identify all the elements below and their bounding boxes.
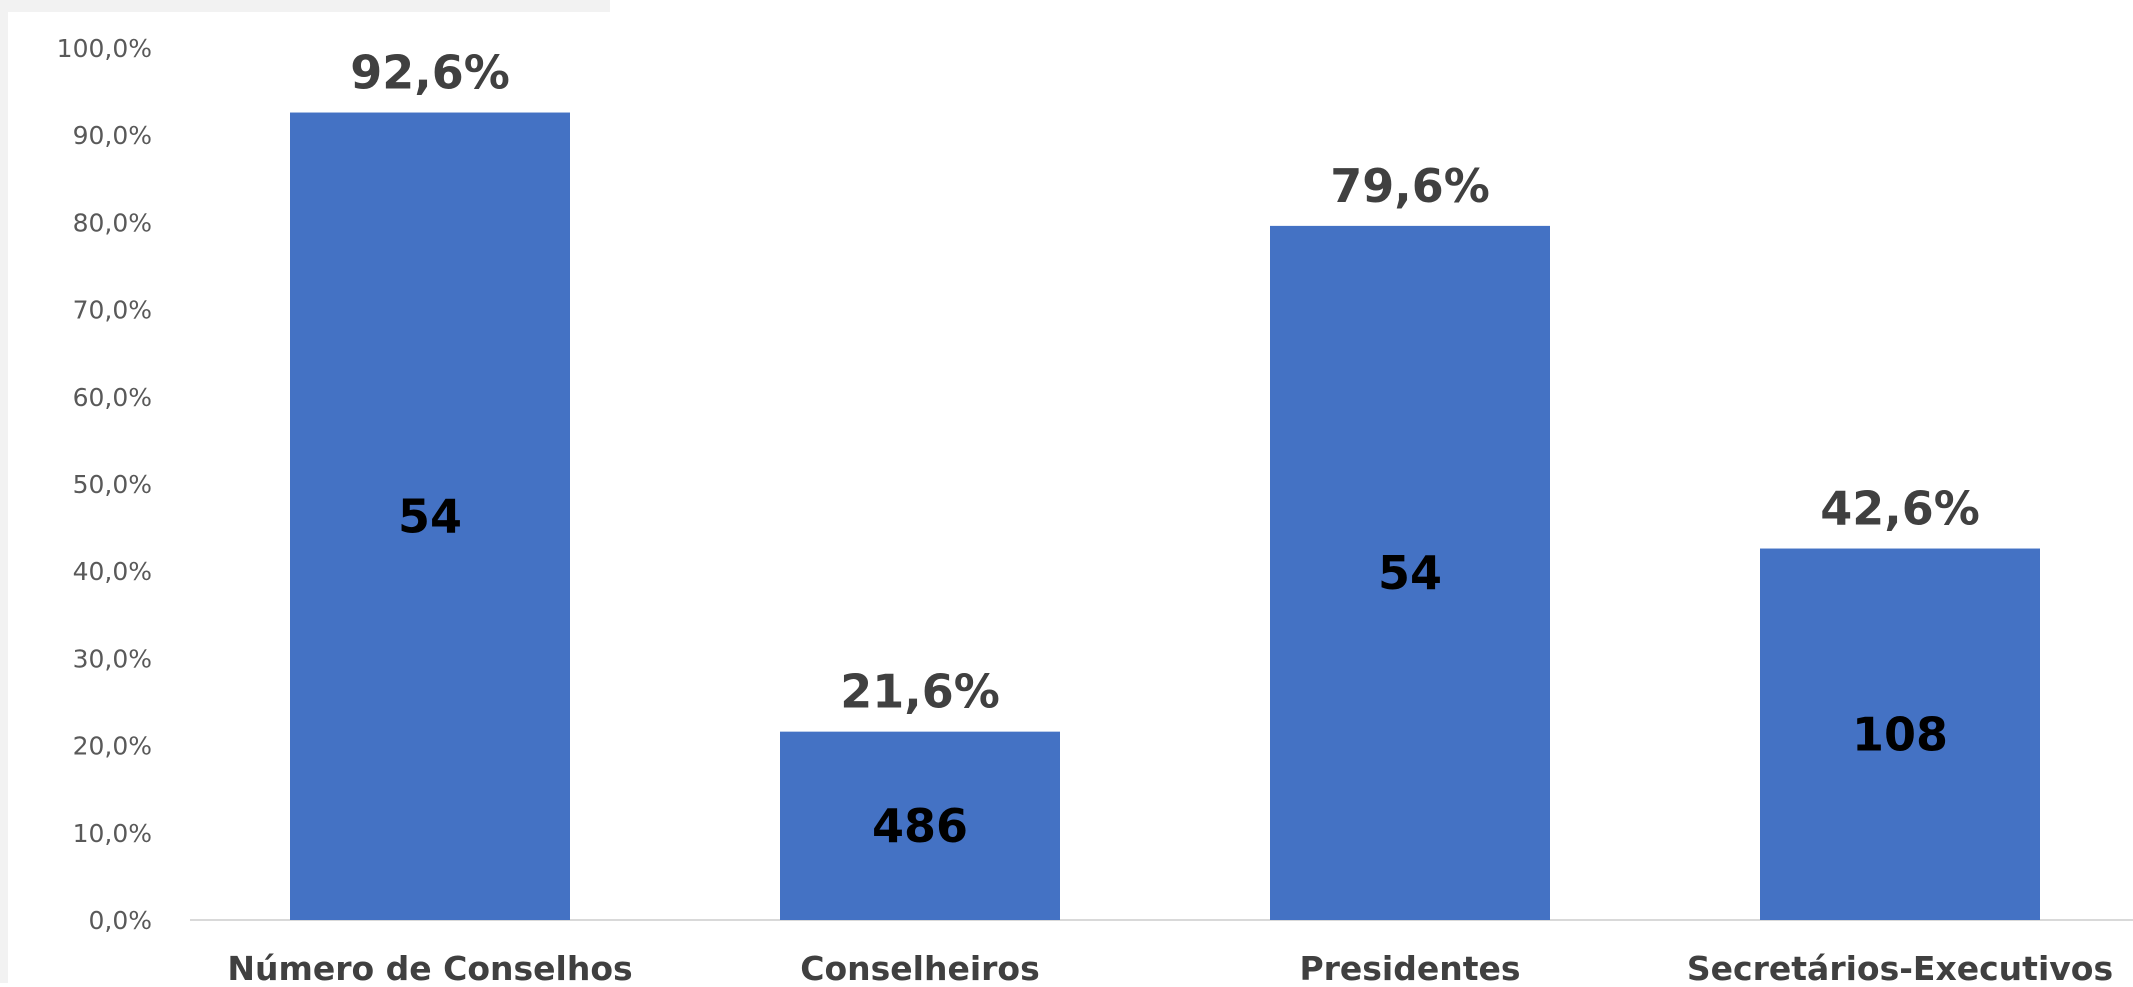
x-category-label: Número de Conselhos — [227, 949, 632, 983]
y-tick-label: 60,0% — [73, 383, 152, 412]
x-category-label: Secretários-Executivos — [1687, 949, 2113, 983]
y-tick-label: 20,0% — [73, 732, 152, 761]
bar-value-label: 21,6% — [840, 665, 1000, 719]
labels-group: 92,6% 54 Número de Conselhos 21,6% 486 Consel… — [227, 46, 2113, 987]
y-tick-label: 0,0% — [88, 906, 152, 935]
bar-value-label: 42,6% — [1820, 482, 1980, 536]
y-tick-label: 70,0% — [73, 296, 152, 325]
bar — [1270, 225, 1550, 920]
bar — [290, 112, 570, 920]
axes-group: 0,0% 10,0% 20,0% 30,0% 40,0% 50,0% 60,0% 70,0% 8… — [57, 34, 2133, 935]
y-tick-label: 40,0% — [73, 557, 152, 586]
bar-value-label: 92,6% — [350, 46, 510, 100]
bars-group — [290, 112, 2040, 920]
y-tick-label: 50,0% — [73, 470, 152, 499]
y-tick-label: 90,0% — [73, 121, 152, 150]
y-tick-label: 100,0% — [57, 34, 152, 63]
bar — [780, 731, 1060, 920]
x-category-label: Conselheiros — [800, 949, 1040, 983]
y-tick-label: 10,0% — [73, 819, 152, 848]
bar-count-label: 486 — [872, 799, 968, 853]
x-category-label: Presidentes — [1299, 949, 1520, 983]
top-border-strip — [0, 0, 610, 12]
bar-count-label: 108 — [1852, 707, 1948, 761]
y-tick-label: 30,0% — [73, 644, 152, 673]
bar-value-label: 79,6% — [1330, 159, 1490, 213]
bar-count-label: 54 — [398, 489, 462, 543]
left-border-strip — [0, 0, 8, 983]
bar-count-label: 54 — [1378, 546, 1442, 600]
y-tick-label: 80,0% — [73, 208, 152, 237]
bar — [1760, 548, 2040, 920]
